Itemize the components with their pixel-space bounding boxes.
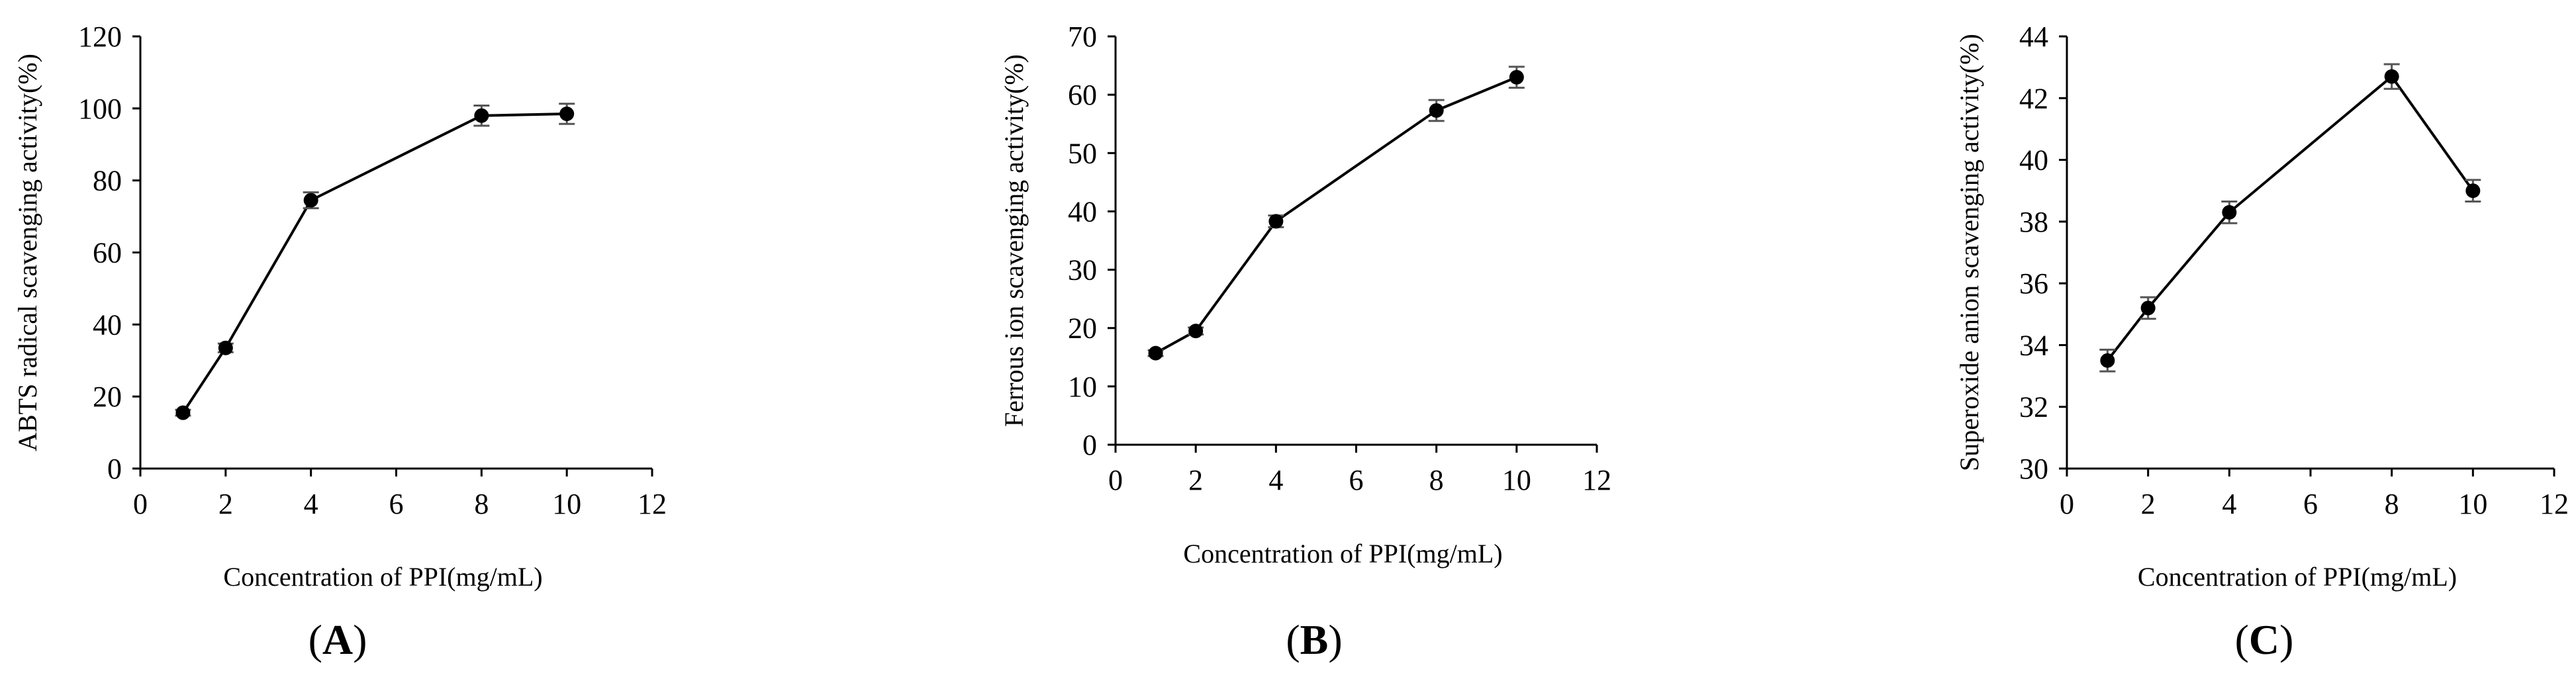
y-tick-label: 10 xyxy=(1068,371,1097,403)
y-tick-label: 100 xyxy=(78,93,122,125)
x-tick-label: 12 xyxy=(638,488,667,520)
y-tick-label: 40 xyxy=(93,308,122,341)
y-tick-label: 40 xyxy=(1068,195,1097,228)
chart-panel-c: 30 32 34 36 38 40 42 44 0 2 4 6 8 10 12 Concentration o… xyxy=(1954,21,2569,663)
x-axis-title: Concentration of PPI(mg/mL) xyxy=(1183,539,1502,568)
y-tick-label: 80 xyxy=(93,165,122,197)
x-tick-label: 10 xyxy=(2458,488,2487,520)
y-tick-label: 50 xyxy=(1068,137,1097,169)
data-point xyxy=(474,108,489,123)
data-point xyxy=(1188,324,1204,339)
y-tick-label: 120 xyxy=(78,21,122,53)
x-tick-label: 2 xyxy=(2141,488,2156,520)
x-tick-label: 10 xyxy=(552,488,581,520)
y-tick-label: 20 xyxy=(1068,312,1097,345)
data-point xyxy=(1509,69,1524,85)
y-tick-label: 0 xyxy=(1082,429,1097,461)
chart-panel-a: 0 20 40 60 80 100 120 0 2 4 6 8 10 12 Concentration of… xyxy=(13,21,667,663)
data-point xyxy=(303,193,318,208)
series-line xyxy=(1155,75,1517,355)
data-point xyxy=(175,405,191,420)
data-point xyxy=(2140,300,2156,316)
y-tick-label: 30 xyxy=(1068,254,1097,287)
data-point xyxy=(2384,69,2399,84)
y-tick-label: 70 xyxy=(1068,21,1097,53)
x-tick-label: 2 xyxy=(1188,464,1203,496)
y-axis-title: Ferrous ion scavenging activity(%) xyxy=(999,54,1029,427)
y-tick-label: 20 xyxy=(93,381,122,413)
x-tick-label: 0 xyxy=(2060,488,2074,520)
data-point xyxy=(1429,103,1444,118)
y-tick-label: 30 xyxy=(2019,453,2048,485)
panel-label: (A) xyxy=(309,616,367,663)
y-tick-label: 60 xyxy=(1068,79,1097,111)
x-tick-label: 6 xyxy=(2303,488,2318,520)
y-tick-label: 0 xyxy=(107,453,122,485)
y-axis-title: Superoxide anion scavenging activity(%) xyxy=(1954,34,1984,471)
y-tick-label: 40 xyxy=(2019,144,2048,177)
y-tick-label: 42 xyxy=(2019,82,2048,114)
x-tick-label: 0 xyxy=(133,488,148,520)
data-point xyxy=(1148,345,1163,361)
x-tick-label: 10 xyxy=(1502,464,1531,496)
y-tick-label: 60 xyxy=(93,237,122,269)
y-tick-label: 38 xyxy=(2019,206,2048,238)
panel-label: (B) xyxy=(1286,616,1342,663)
y-axis-title: ABTS radical scavenging activity(%) xyxy=(13,54,42,451)
y-tick-label: 36 xyxy=(2019,267,2048,300)
data-point xyxy=(2100,353,2115,368)
x-tick-label: 0 xyxy=(1108,464,1123,496)
data-point xyxy=(2222,204,2237,220)
panel-label: (C) xyxy=(2235,616,2294,663)
x-tick-label: 8 xyxy=(474,488,489,520)
x-tick-label: 2 xyxy=(218,488,233,520)
series-line xyxy=(181,112,567,414)
y-tick-label: 32 xyxy=(2019,391,2048,424)
x-axis-title: Concentration of PPI(mg/mL) xyxy=(223,562,542,592)
x-tick-label: 6 xyxy=(1349,464,1364,496)
x-tick-label: 6 xyxy=(389,488,404,520)
y-tick-label: 34 xyxy=(2019,329,2048,361)
data-point xyxy=(559,106,575,121)
x-tick-label: 12 xyxy=(2540,488,2569,520)
x-tick-label: 12 xyxy=(1582,464,1611,496)
data-point xyxy=(2465,183,2481,199)
y-tick-label: 44 xyxy=(2019,21,2048,53)
chart-panel-b: 0 10 20 30 40 50 60 70 0 2 4 6 8 10 12 Concentration of… xyxy=(999,21,1611,663)
x-axis-title: Concentration of PPI(mg/mL) xyxy=(2138,562,2457,592)
series-line xyxy=(2106,74,2474,361)
x-tick-label: 4 xyxy=(304,488,318,520)
data-point xyxy=(218,340,233,355)
x-tick-label: 8 xyxy=(2385,488,2399,520)
x-tick-label: 4 xyxy=(2222,488,2236,520)
x-tick-label: 8 xyxy=(1429,464,1444,496)
x-tick-label: 4 xyxy=(1268,464,1283,496)
data-point xyxy=(1268,214,1284,229)
